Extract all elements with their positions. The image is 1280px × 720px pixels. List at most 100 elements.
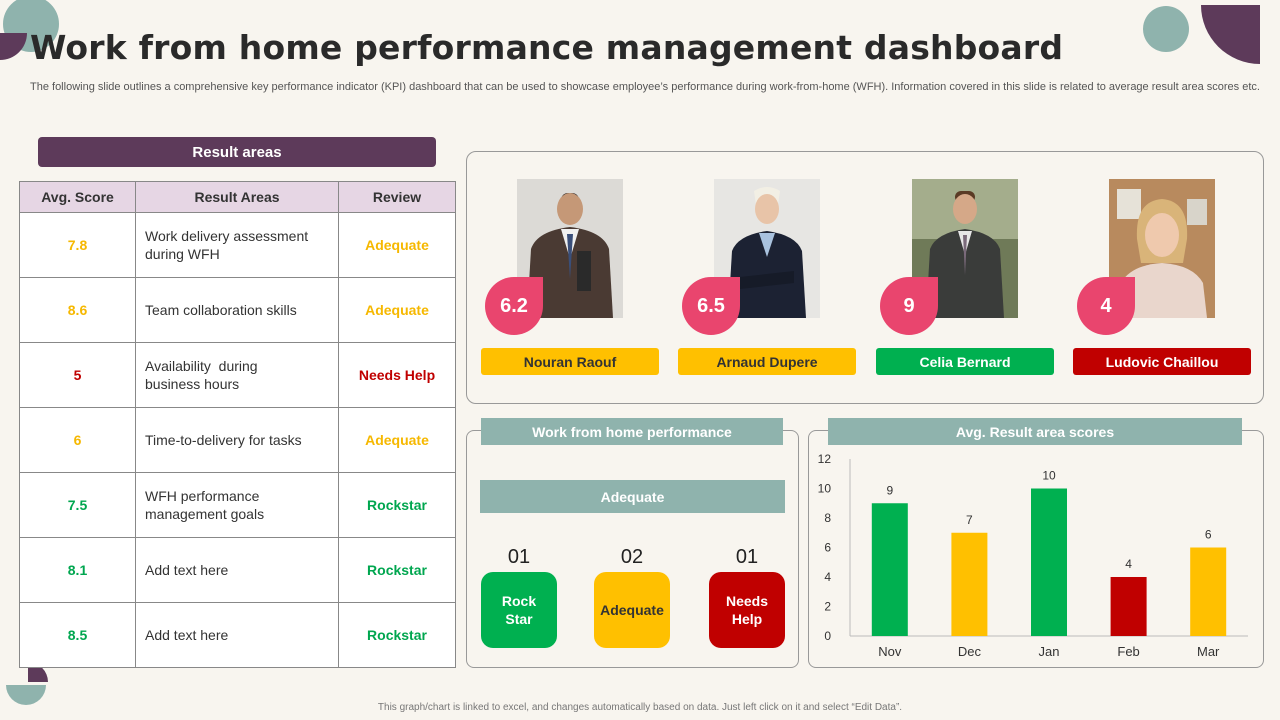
result-area-cell: Time-to-delivery for tasks xyxy=(135,407,339,473)
avg-score-cell: 8.5 xyxy=(19,602,136,668)
employee-name-label: Nouran Raouf xyxy=(481,348,659,375)
review-cell: Adequate xyxy=(338,407,456,473)
status-label-line2: Star xyxy=(505,611,533,627)
x-tick-label: Dec xyxy=(958,644,982,659)
y-tick-label: 12 xyxy=(818,452,832,466)
employee-score-badge: 4 xyxy=(1077,277,1135,335)
result-area-text: Add text here xyxy=(145,562,229,578)
x-tick-label: Nov xyxy=(878,644,902,659)
status-label: Needs xyxy=(725,593,769,609)
x-tick-label: Mar xyxy=(1197,644,1220,659)
review-cell: Rockstar xyxy=(338,602,456,668)
avg-score-cell: 7.8 xyxy=(19,212,136,278)
bar xyxy=(871,503,908,636)
bar-value-label: 9 xyxy=(886,483,893,497)
result-area-text-line2: during WFH xyxy=(145,246,220,262)
employee-card: 9 Celia Bernard xyxy=(876,179,1054,379)
result-area-cell: Availability during business hours xyxy=(135,342,339,408)
result-area-text: WFH performance xyxy=(145,488,260,504)
adequate-count: 02 xyxy=(620,546,644,568)
result-area-cell: Team collaboration skills xyxy=(135,277,339,343)
result-area-cell: WFH performance management goals xyxy=(135,472,339,538)
corner-decoration-top-left xyxy=(0,0,59,60)
employee-name-label: Arnaud Dupere xyxy=(678,348,856,375)
status-label: Adequate xyxy=(600,602,664,618)
adequate-status-box: Adequate xyxy=(594,572,670,648)
bar-value-label: 6 xyxy=(1205,528,1212,542)
bar xyxy=(1110,577,1147,636)
result-area-text: Team collaboration skills xyxy=(145,302,297,318)
result-area-text-line2: management goals xyxy=(145,506,265,522)
avg-score-cell: 8.6 xyxy=(19,277,136,343)
x-tick-label: Feb xyxy=(1117,644,1139,659)
corner-decoration-top-right xyxy=(1143,5,1260,64)
result-area-cell: Work delivery assessment during WFH xyxy=(135,212,339,278)
result-area-text: Work delivery assessment xyxy=(145,228,309,244)
current-status-banner: Adequate xyxy=(480,480,785,513)
review-cell: Adequate xyxy=(338,212,456,278)
employee-score-badge: 6.2 xyxy=(485,277,543,335)
review-cell: Rockstar xyxy=(338,537,456,603)
table-row: 7.8 Work delivery assessment during WFH A… xyxy=(19,212,456,278)
page-title: Work from home performance management da… xyxy=(30,28,1064,67)
employee-name-label: Ludovic Chaillou xyxy=(1073,348,1251,375)
result-area-text: Time-to-delivery for tasks xyxy=(145,432,302,448)
result-area-text: Availability during xyxy=(145,358,258,374)
table-row: 5 Availability during business hours Need… xyxy=(19,342,456,408)
needs-help-status-box: Needs Help xyxy=(709,572,785,648)
result-areas-header: Result areas xyxy=(38,137,436,167)
result-area-text-line2: business hours xyxy=(145,376,240,392)
bar xyxy=(1031,488,1067,636)
employee-name-label: Celia Bernard xyxy=(876,348,1054,375)
result-area-cell: Add text here xyxy=(135,602,339,668)
y-tick-label: 2 xyxy=(824,600,831,614)
y-tick-label: 8 xyxy=(824,511,831,525)
wfh-performance-header: Work from home performance xyxy=(481,418,783,445)
column-header-review: Review xyxy=(338,181,456,213)
rockstar-status-box: Rock Star xyxy=(481,572,557,648)
employee-score-badge: 9 xyxy=(880,277,938,335)
page-subtitle: The following slide outlines a comprehen… xyxy=(30,81,1260,93)
employee-card: 4 Ludovic Chaillou xyxy=(1073,179,1251,379)
chart-title: Avg. Result area scores xyxy=(828,418,1242,445)
y-tick-label: 4 xyxy=(824,570,831,584)
y-tick-label: 10 xyxy=(818,482,832,496)
avg-result-area-scores-chart: 0 2 4 6 8 10 12 9 Nov 7 Dec 10 Jan 4 Feb 6 Mar xyxy=(818,452,1248,659)
table-row: 6 Time-to-delivery for tasks Adequate xyxy=(19,407,456,473)
employee-card: 6.2 Nouran Raouf xyxy=(481,179,659,379)
employee-score-badge: 6.5 xyxy=(682,277,740,335)
result-area-text: Add text here xyxy=(145,627,229,643)
bar-value-label: 10 xyxy=(1042,469,1056,483)
bar xyxy=(1190,547,1227,636)
column-header-result-areas: Result Areas xyxy=(135,181,339,213)
table-row: 7.5 WFH performance management goals Rock… xyxy=(19,472,456,538)
review-cell: Rockstar xyxy=(338,472,456,538)
column-header-avg-score: Avg. Score xyxy=(19,181,136,213)
result-area-cell: Add text here xyxy=(135,537,339,603)
review-cell: Adequate xyxy=(338,277,456,343)
y-tick-label: 6 xyxy=(824,541,831,555)
employee-panel: 6.2 Nouran Raouf 6.5 Arnaud Dupere xyxy=(466,151,1264,404)
bar-value-label: 4 xyxy=(1125,557,1132,571)
needs-help-count: 01 xyxy=(735,546,759,568)
table-row: 8.6 Team collaboration skills Adequate xyxy=(19,277,456,343)
avg-score-cell: 6 xyxy=(19,407,136,473)
avg-score-cell: 5 xyxy=(19,342,136,408)
footer-note: This graph/chart is linked to excel, and… xyxy=(377,702,903,713)
result-areas-table: Avg. Score Result Areas Review 7.8 Work … xyxy=(19,181,456,668)
rockstar-count: 01 xyxy=(507,546,531,568)
x-tick-label: Jan xyxy=(1039,644,1060,659)
review-cell: Needs Help xyxy=(338,342,456,408)
table-header-row: Avg. Score Result Areas Review xyxy=(19,181,456,213)
avg-score-cell: 7.5 xyxy=(19,472,136,538)
y-tick-label: 0 xyxy=(824,629,831,643)
bar xyxy=(951,532,988,636)
employee-photo xyxy=(1109,179,1215,318)
status-label: Rock xyxy=(501,593,537,609)
avg-score-cell: 8.1 xyxy=(19,537,136,603)
status-label-line2: Help xyxy=(731,611,763,627)
table-row: 8.1 Add text here Rockstar xyxy=(19,537,456,603)
table-row: 8.5 Add text here Rockstar xyxy=(19,602,456,668)
employee-photo xyxy=(912,179,1018,318)
employee-card: 6.5 Arnaud Dupere xyxy=(678,179,856,379)
